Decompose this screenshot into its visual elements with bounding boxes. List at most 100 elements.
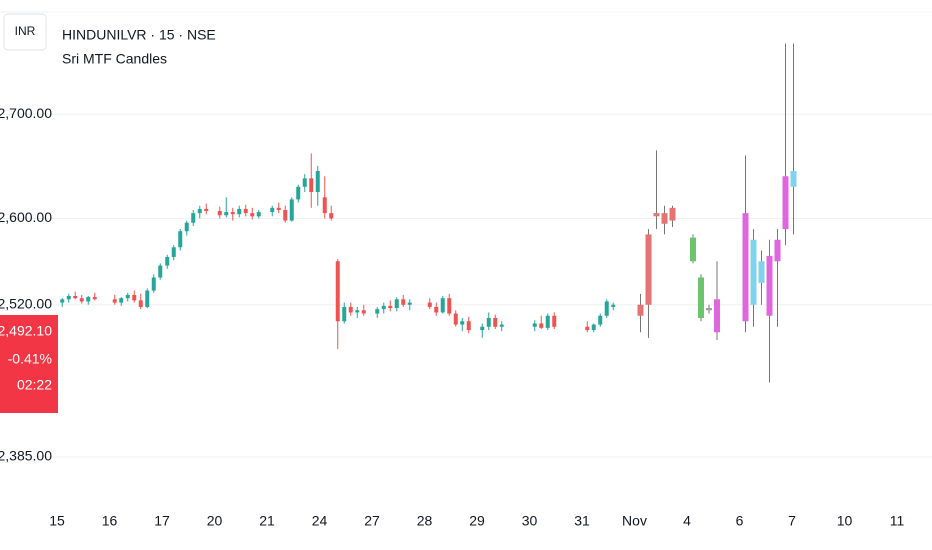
x-tick-label: 16 — [102, 513, 118, 529]
candle-body — [125, 294, 130, 299]
candle-body — [669, 207, 676, 221]
candle-body — [361, 310, 366, 314]
candle-body — [112, 299, 117, 303]
candle-body — [289, 199, 294, 221]
x-tick-label: 28 — [417, 513, 433, 529]
candle-body — [427, 302, 432, 307]
price-tag-box — [0, 315, 58, 413]
candle-body — [447, 298, 452, 314]
x-tick-label: 4 — [683, 513, 691, 529]
candle-body — [296, 186, 301, 200]
x-tick-label: 17 — [154, 513, 170, 529]
x-tick-label: 29 — [469, 513, 485, 529]
candle-body — [758, 261, 765, 283]
candle-body — [774, 239, 781, 262]
y-tick-label: 2,385.00 — [0, 448, 52, 464]
indicator: Sri MTF Candles — [62, 51, 167, 67]
candle-body — [158, 265, 163, 278]
x-tick-label: 15 — [49, 513, 65, 529]
candle-body — [270, 207, 275, 213]
candle-body — [92, 297, 97, 300]
candle-body — [151, 277, 156, 291]
candle-body — [230, 212, 235, 215]
candle-body — [486, 317, 491, 327]
candle-body — [591, 324, 596, 331]
plot-area: 2,700.00 2,600.00 2,520.00 2,385.00 15 16 17 20… — [0, 43, 932, 529]
candle-body — [66, 296, 71, 300]
candle-body — [453, 313, 458, 325]
candle-body — [466, 321, 471, 331]
x-tick-label: Nov — [622, 513, 647, 529]
change: -0.41% — [8, 351, 52, 367]
x-tick-label: 31 — [574, 513, 590, 529]
candle-body — [401, 299, 406, 305]
candle-body — [750, 239, 757, 305]
candle-body — [782, 176, 789, 230]
y-tick-label: 2,600.00 — [0, 209, 52, 225]
candle-body — [480, 326, 485, 331]
candle-body — [224, 212, 229, 216]
candle-body — [145, 290, 150, 307]
last-price: 2,492.10 — [0, 323, 52, 339]
x-tick-label: 10 — [837, 513, 853, 529]
price-tag: 2,492.10 -0.41% 02:22 — [0, 315, 58, 413]
candle-body — [394, 299, 399, 309]
currency-box[interactable] — [3, 13, 47, 51]
currency[interactable]: INR — [15, 24, 36, 38]
candle-body — [165, 256, 170, 266]
candle-body — [552, 315, 557, 327]
candle-body — [250, 213, 255, 217]
candle-body — [119, 298, 124, 303]
candle-body — [342, 306, 347, 322]
candle-body — [86, 297, 91, 302]
candle-body — [585, 326, 590, 331]
candle-body — [539, 323, 544, 328]
candle-body — [611, 304, 616, 307]
x-tick-label: 11 — [890, 513, 905, 529]
candle-body — [302, 178, 307, 187]
x-tick-label: 21 — [259, 513, 275, 529]
y-tick-label: 2,520.00 — [0, 295, 52, 311]
candle-body — [171, 247, 176, 257]
candle-body — [204, 208, 209, 212]
candle-body — [329, 213, 334, 219]
candle-body — [440, 298, 445, 313]
candle-body — [790, 171, 797, 187]
symbol: HINDUNILVR · 15 · NSE — [62, 27, 216, 43]
candle-body — [243, 208, 248, 214]
candle-body — [237, 208, 242, 215]
candle-body — [191, 213, 196, 223]
candle-body — [637, 304, 644, 316]
candle-body — [276, 207, 281, 210]
candle-body — [348, 306, 353, 313]
candle-body — [335, 261, 340, 322]
candle-body — [381, 305, 386, 310]
candle-body — [315, 171, 320, 193]
candle-body — [256, 212, 261, 217]
candle-body — [322, 197, 327, 214]
candle-body — [434, 306, 439, 313]
candle-body — [375, 309, 380, 314]
candle-body — [309, 178, 314, 193]
candle-body — [138, 300, 143, 307]
candle-body — [604, 301, 609, 316]
candle-body — [178, 231, 183, 248]
countdown: 02:22 — [17, 377, 52, 393]
candle-body — [766, 255, 773, 316]
candle-body — [355, 310, 360, 313]
candle-body — [73, 296, 78, 299]
candle-body — [706, 308, 712, 311]
candle-body — [598, 315, 603, 325]
candle-body — [499, 324, 504, 327]
y-tick-label: 2,700.00 — [0, 105, 52, 121]
candle-body — [132, 294, 137, 301]
x-tick-label: 24 — [312, 513, 328, 529]
candle-body — [197, 208, 202, 214]
candle-body — [217, 211, 222, 216]
candle-body — [407, 302, 412, 305]
candle-body — [460, 321, 465, 325]
candle-body — [645, 234, 652, 305]
candle-body — [714, 299, 720, 333]
x-tick-label: 6 — [736, 513, 744, 529]
